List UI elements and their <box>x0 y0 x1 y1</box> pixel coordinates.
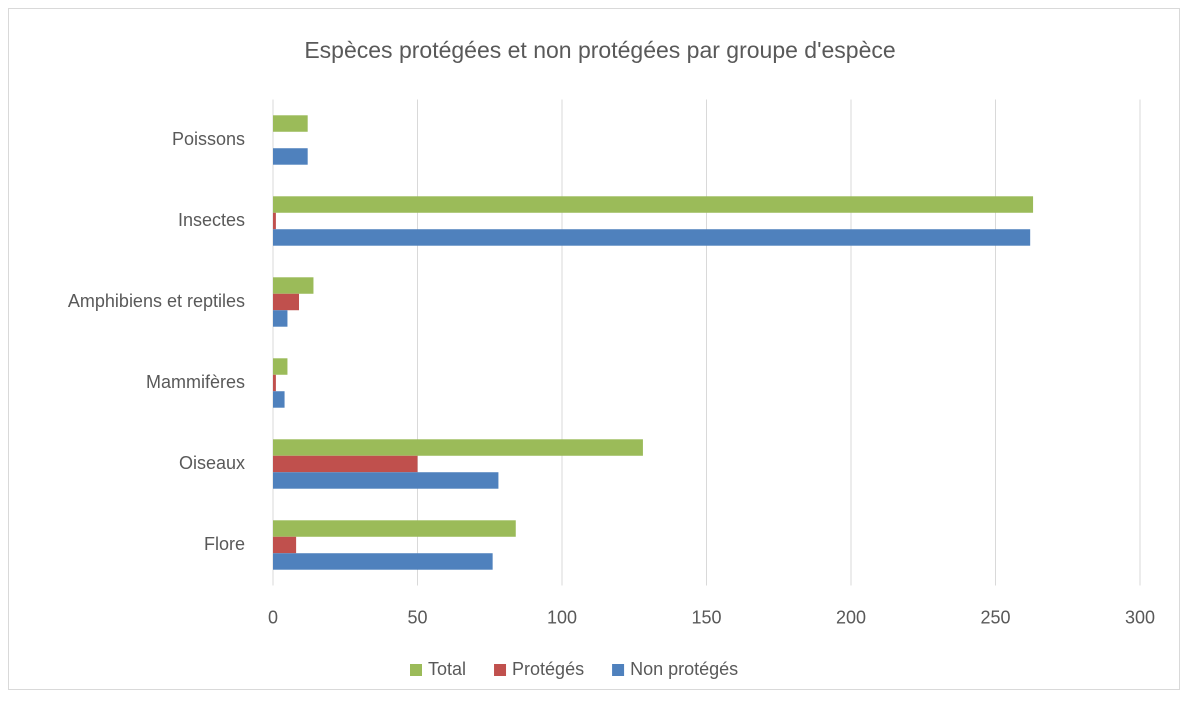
bar <box>273 293 300 311</box>
bar <box>273 520 516 537</box>
bar <box>273 358 288 375</box>
chart-border <box>8 8 1180 690</box>
legend-label: Protégés <box>512 659 584 679</box>
x-tick-label: 250 <box>980 607 1010 627</box>
y-tick-label: Flore <box>204 534 245 554</box>
bar <box>273 439 643 456</box>
bar <box>273 374 276 392</box>
bar <box>273 536 297 554</box>
x-tick-label: 100 <box>547 607 577 627</box>
y-tick-label: Oiseaux <box>179 453 245 473</box>
bar <box>273 472 499 489</box>
legend-label: Total <box>428 659 466 679</box>
y-tick-label: Insectes <box>178 210 245 230</box>
legend-label: Non protégés <box>630 659 738 679</box>
chart-title: Espèces protégées et non protégées par g… <box>304 37 895 63</box>
x-tick-label: 300 <box>1125 607 1155 627</box>
x-tick-label: 200 <box>836 607 866 627</box>
legend-swatch <box>410 664 422 676</box>
bar <box>273 455 418 473</box>
legend-swatch <box>612 664 625 676</box>
legend-swatch <box>494 664 507 676</box>
x-tick-label: 0 <box>268 607 278 627</box>
y-tick-label: Poissons <box>172 129 245 149</box>
bar <box>273 553 493 570</box>
bar <box>273 212 276 230</box>
x-tick-label: 150 <box>691 607 721 627</box>
y-tick-label: Mammifères <box>146 372 245 392</box>
y-tick-label: Amphibiens et reptiles <box>68 291 245 311</box>
bar <box>273 196 1034 213</box>
bar <box>273 310 288 327</box>
bar <box>273 391 285 408</box>
bar <box>273 148 308 165</box>
x-tick-label: 50 <box>407 607 427 627</box>
bar <box>273 277 314 294</box>
bar <box>273 115 308 132</box>
bar <box>273 229 1031 246</box>
